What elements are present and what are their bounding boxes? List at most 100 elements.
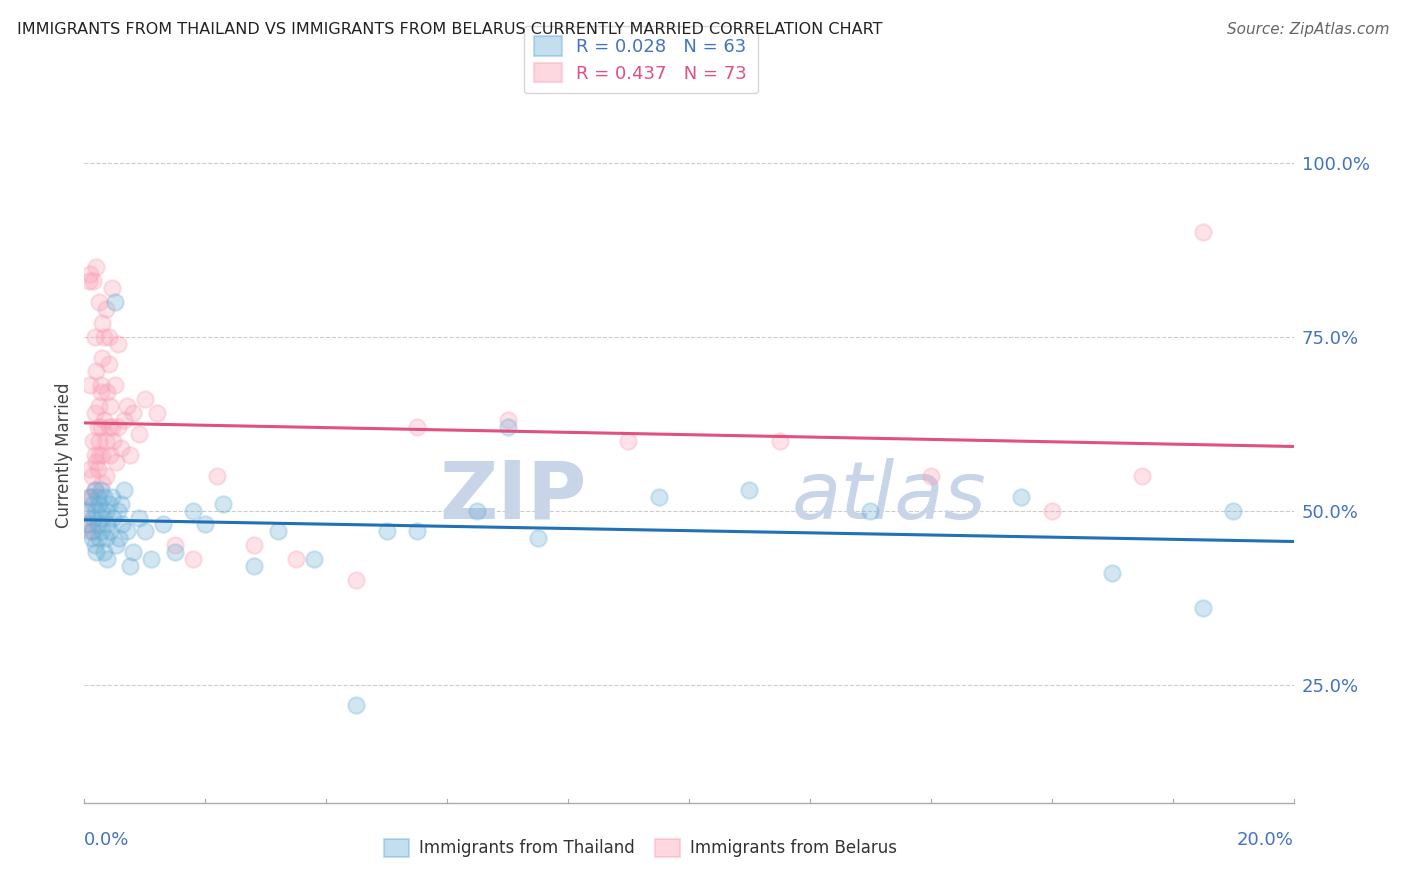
Point: [93, 545, 115, 559]
Point: [87, 462, 110, 476]
Point: [107, 336, 129, 351]
Point: [84, 406, 107, 420]
Legend: Immigrants from Thailand, Immigrants from Belarus: Immigrants from Thailand, Immigrants fro…: [378, 832, 904, 864]
Point: [98, 399, 121, 413]
Point: [104, 378, 127, 392]
Point: [82, 524, 104, 539]
Point: [98, 448, 121, 462]
Point: [112, 483, 135, 497]
Point: [406, 524, 429, 539]
Point: [212, 497, 235, 511]
Point: [89, 434, 111, 448]
Point: [94, 301, 117, 316]
Text: 20.0%: 20.0%: [1237, 830, 1294, 848]
Point: [79, 378, 101, 392]
Point: [84, 538, 107, 552]
Point: [82, 510, 104, 524]
Point: [96, 385, 118, 400]
Point: [97, 497, 120, 511]
Point: [93, 413, 115, 427]
Point: [128, 510, 150, 524]
Point: [91, 475, 114, 490]
Point: [76, 517, 98, 532]
Point: [1040, 503, 1063, 517]
Point: [134, 392, 156, 407]
Point: [77, 490, 100, 504]
Point: [94, 468, 117, 483]
Point: [346, 698, 368, 713]
Point: [87, 517, 110, 532]
Point: [467, 503, 489, 517]
Point: [89, 497, 111, 511]
Point: [108, 532, 131, 546]
Text: Source: ZipAtlas.com: Source: ZipAtlas.com: [1226, 22, 1389, 37]
Point: [84, 329, 107, 343]
Point: [1011, 490, 1033, 504]
Point: [112, 413, 135, 427]
Point: [89, 532, 111, 546]
Point: [82, 532, 104, 546]
Point: [107, 420, 129, 434]
Point: [77, 517, 100, 532]
Point: [104, 294, 127, 309]
Point: [1132, 468, 1154, 483]
Point: [104, 538, 127, 552]
Point: [86, 545, 108, 559]
Point: [242, 538, 264, 552]
Point: [83, 483, 105, 497]
Point: [94, 434, 117, 448]
Point: [91, 316, 114, 330]
Point: [1192, 601, 1215, 615]
Point: [93, 490, 115, 504]
Point: [121, 545, 143, 559]
Point: [77, 274, 100, 288]
Point: [859, 503, 882, 517]
Point: [82, 274, 104, 288]
Point: [406, 420, 429, 434]
Point: [96, 552, 118, 566]
Point: [90, 420, 112, 434]
Y-axis label: Currently Married: Currently Married: [55, 382, 73, 528]
Point: [100, 420, 122, 434]
Point: [98, 524, 121, 539]
Point: [146, 406, 169, 420]
Text: 0.0%: 0.0%: [84, 830, 129, 848]
Point: [83, 448, 105, 462]
Text: ZIP: ZIP: [439, 458, 586, 536]
Point: [75, 503, 97, 517]
Point: [93, 329, 115, 343]
Point: [769, 434, 792, 448]
Point: [242, 559, 264, 574]
Point: [648, 490, 671, 504]
Point: [128, 427, 150, 442]
Point: [97, 329, 120, 343]
Point: [97, 420, 120, 434]
Point: [165, 545, 187, 559]
Point: [82, 434, 104, 448]
Point: [617, 434, 640, 448]
Point: [90, 385, 112, 400]
Point: [134, 524, 156, 539]
Point: [86, 490, 108, 504]
Point: [152, 517, 174, 532]
Point: [79, 267, 101, 281]
Point: [82, 468, 104, 483]
Point: [91, 448, 114, 462]
Point: [110, 497, 132, 511]
Point: [86, 503, 108, 517]
Point: [94, 532, 117, 546]
Point: [97, 358, 120, 372]
Point: [79, 490, 101, 504]
Point: [86, 420, 108, 434]
Point: [110, 441, 132, 455]
Point: [77, 524, 100, 539]
Point: [115, 399, 138, 413]
Point: [96, 517, 118, 532]
Point: [207, 468, 229, 483]
Point: [738, 483, 761, 497]
Point: [84, 483, 107, 497]
Point: [90, 483, 112, 497]
Point: [90, 503, 112, 517]
Point: [1192, 225, 1215, 239]
Point: [104, 455, 127, 469]
